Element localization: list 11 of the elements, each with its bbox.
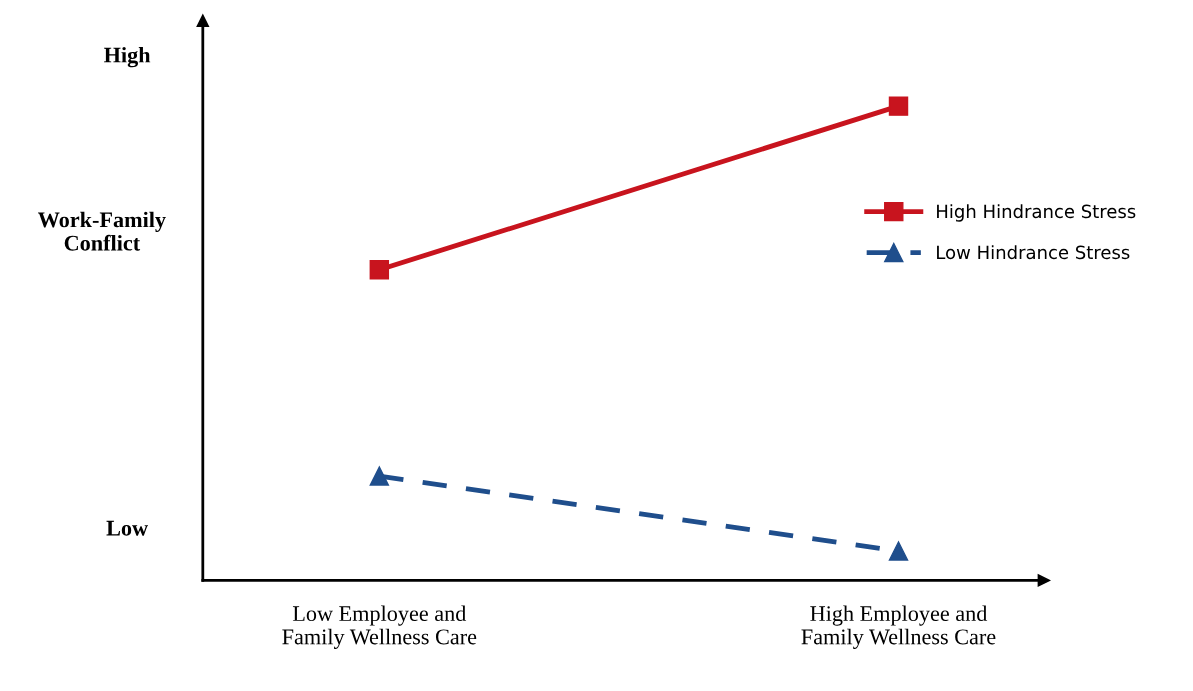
text: High: [104, 46, 151, 68]
point: [888, 541, 909, 561]
legend-label: High Hindrance Stress: [937, 204, 1136, 222]
point: [888, 96, 909, 116]
point: [369, 466, 390, 486]
text: Low: [106, 520, 148, 536]
y-axis-title: Work-Family Conflict: [38, 211, 166, 251]
legend-label: Low Hindrance Stress: [937, 245, 1130, 260]
point: [369, 260, 390, 280]
x-tick-label: High Employee and Family Wellness Care: [801, 605, 996, 649]
x-tick-label: Low Employee and Family Wellness Care: [282, 605, 477, 649]
